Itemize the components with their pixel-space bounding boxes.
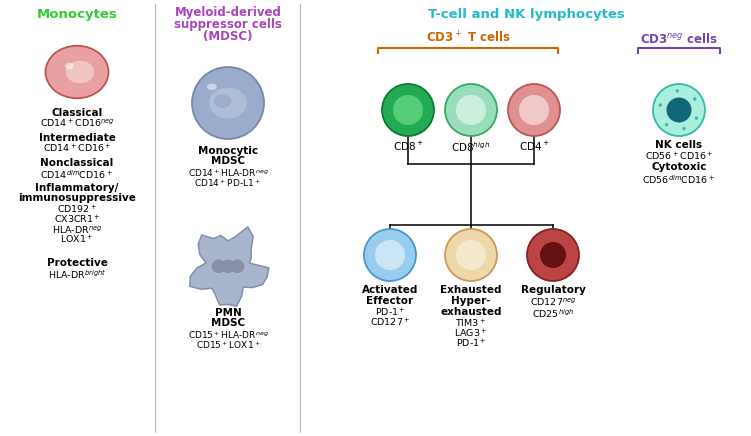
- Text: CD8$^+$: CD8$^+$: [393, 140, 424, 153]
- Text: CD56$^{dim}$CD16$^+$: CD56$^{dim}$CD16$^+$: [642, 173, 716, 186]
- Text: CD8$^{high}$: CD8$^{high}$: [451, 140, 490, 154]
- Polygon shape: [190, 227, 269, 306]
- Text: CD3$^+$ T cells: CD3$^+$ T cells: [426, 31, 511, 46]
- Circle shape: [659, 103, 662, 107]
- Circle shape: [693, 97, 696, 101]
- Circle shape: [222, 259, 235, 273]
- Circle shape: [231, 259, 244, 273]
- Text: exhausted: exhausted: [440, 307, 502, 317]
- Text: MDSC: MDSC: [211, 318, 245, 328]
- Text: CD192$^+$: CD192$^+$: [57, 204, 97, 216]
- Text: Monocytic: Monocytic: [198, 146, 258, 156]
- Text: Inflammatory/: Inflammatory/: [35, 183, 119, 193]
- Text: LOX1$^+$: LOX1$^+$: [60, 234, 94, 246]
- Circle shape: [382, 84, 434, 136]
- Text: Monocytes: Monocytes: [37, 8, 117, 21]
- Text: LAG3$^+$: LAG3$^+$: [454, 328, 487, 340]
- Text: Exhausted: Exhausted: [440, 285, 502, 295]
- Circle shape: [508, 84, 560, 136]
- Circle shape: [393, 95, 423, 125]
- Text: CD14$^+$CD16$^{neg}$: CD14$^+$CD16$^{neg}$: [40, 118, 114, 130]
- Circle shape: [683, 127, 686, 130]
- Text: CD15$^+$HLA-DR$^{neg}$: CD15$^+$HLA-DR$^{neg}$: [188, 329, 268, 341]
- Text: Classical: Classical: [51, 108, 103, 118]
- Text: Myeloid-derived: Myeloid-derived: [174, 6, 282, 19]
- Text: CD25$^{high}$: CD25$^{high}$: [532, 307, 574, 320]
- Text: TIM3$^+$: TIM3$^+$: [455, 318, 487, 330]
- Text: PMN: PMN: [215, 308, 241, 318]
- Text: Effector: Effector: [366, 296, 414, 306]
- Circle shape: [456, 95, 486, 125]
- Text: CX3CR1$^+$: CX3CR1$^+$: [53, 214, 101, 226]
- Ellipse shape: [214, 94, 231, 108]
- Text: CD14$^+$CD16$^+$: CD14$^+$CD16$^+$: [43, 143, 111, 155]
- Circle shape: [676, 89, 679, 92]
- Circle shape: [540, 242, 566, 268]
- Circle shape: [653, 84, 705, 136]
- Text: CD15$^+$LOX1$^+$: CD15$^+$LOX1$^+$: [196, 339, 261, 351]
- Text: Hyper-: Hyper-: [451, 296, 490, 306]
- Ellipse shape: [65, 63, 74, 69]
- Text: MDSC: MDSC: [211, 156, 245, 166]
- Text: CD56$^+$CD16$^+$: CD56$^+$CD16$^+$: [644, 151, 713, 163]
- Text: HLA-DR$^{bright}$: HLA-DR$^{bright}$: [48, 268, 106, 281]
- Circle shape: [519, 95, 549, 125]
- Circle shape: [364, 229, 416, 281]
- Text: T-cell and NK lymphocytes: T-cell and NK lymphocytes: [428, 8, 625, 21]
- Circle shape: [456, 240, 486, 270]
- Ellipse shape: [66, 61, 94, 83]
- Text: CD14$^+$PD-L1$^+$: CD14$^+$PD-L1$^+$: [195, 177, 261, 189]
- Text: CD127$^{neg}$: CD127$^{neg}$: [529, 296, 576, 308]
- Text: CD14$^{dim}$CD16$^+$: CD14$^{dim}$CD16$^+$: [41, 168, 113, 181]
- Circle shape: [527, 229, 579, 281]
- Text: suppressor cells: suppressor cells: [174, 18, 282, 31]
- Circle shape: [695, 116, 698, 120]
- Text: Cytotoxic: Cytotoxic: [651, 162, 707, 172]
- Circle shape: [375, 240, 405, 270]
- Text: Protective: Protective: [47, 258, 107, 268]
- Text: PD-1$^+$: PD-1$^+$: [375, 307, 406, 319]
- Text: CD14$^+$HLA-DR$^{neg}$: CD14$^+$HLA-DR$^{neg}$: [188, 167, 268, 179]
- Text: NK cells: NK cells: [656, 140, 703, 150]
- Circle shape: [667, 98, 692, 123]
- Text: CD4$^+$: CD4$^+$: [519, 140, 549, 153]
- Circle shape: [665, 123, 668, 126]
- Circle shape: [445, 229, 497, 281]
- Text: PD-1$^+$: PD-1$^+$: [456, 338, 487, 350]
- Text: CD3$^{neg}$ cells: CD3$^{neg}$ cells: [640, 32, 718, 46]
- Circle shape: [445, 84, 497, 136]
- Text: (MDSC): (MDSC): [204, 30, 253, 43]
- Circle shape: [212, 259, 225, 273]
- Ellipse shape: [46, 46, 108, 98]
- Text: Nonclassical: Nonclassical: [41, 158, 113, 168]
- Text: HLA-DR$^{neg}$: HLA-DR$^{neg}$: [52, 224, 102, 236]
- Ellipse shape: [207, 84, 217, 90]
- Text: Activated: Activated: [362, 285, 418, 295]
- Circle shape: [192, 67, 264, 139]
- Text: immunosuppressive: immunosuppressive: [18, 193, 136, 203]
- Ellipse shape: [209, 88, 247, 118]
- Text: Regulatory: Regulatory: [520, 285, 586, 295]
- Text: Intermediate: Intermediate: [38, 133, 116, 143]
- Text: CD127$^+$: CD127$^+$: [370, 317, 410, 329]
